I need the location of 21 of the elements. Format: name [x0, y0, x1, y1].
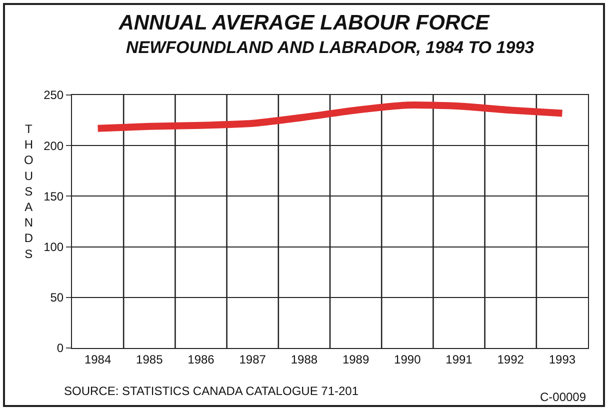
- x-tick-label: 1985: [136, 352, 164, 366]
- x-tick-label: 1992: [497, 352, 524, 366]
- x-tick-label: 1993: [548, 352, 576, 366]
- y-tick-label: 250: [44, 88, 64, 102]
- x-tick-label: 1990: [394, 352, 422, 366]
- x-tick-label: 1986: [188, 352, 215, 366]
- chart-title: ANNUAL AVERAGE LABOUR FORCE: [118, 11, 490, 34]
- y-tick-label: 100: [44, 240, 64, 254]
- x-tick-label: 1989: [342, 352, 370, 366]
- x-tick-label: 1984: [84, 352, 112, 366]
- y-tick-label: 200: [44, 138, 64, 153]
- y-tick-label: 150: [44, 189, 64, 204]
- text: C-00009: [540, 390, 586, 404]
- x-tick-label: 1991: [446, 352, 473, 366]
- x-tick-label: 1987: [239, 352, 266, 366]
- y-tick-label: 0: [56, 341, 64, 356]
- source-note: SOURCE: STATISTICS CANADA CATALOGUE 71-201: [64, 384, 359, 398]
- y-tick-label: 50: [50, 290, 64, 305]
- text: THOUSANDS: [24, 122, 34, 261]
- chart-subtitle: NEWFOUNDLAND AND LABRADOR, 1984 TO 1993: [126, 38, 535, 57]
- x-tick-label: 1988: [290, 352, 318, 366]
